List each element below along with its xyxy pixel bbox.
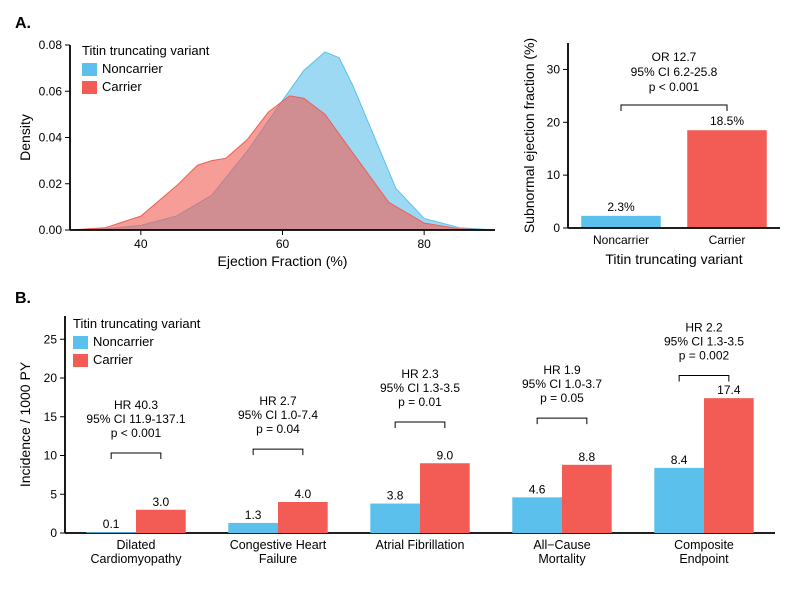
legend-swatch [73,336,88,349]
bar-noncarrier [86,532,136,533]
svg-text:20: 20 [44,371,58,385]
bar [581,216,661,228]
legend-swatch [73,354,88,367]
legend-label: Carrier [93,352,133,367]
stat-line: 95% CI 6.2-25.8 [631,65,718,79]
svg-text:15: 15 [44,410,58,424]
svg-text:80: 80 [417,237,431,251]
group-label: Failure [259,552,297,566]
stat-line: p < 0.001 [649,80,700,94]
panel-a-label: A. [15,15,785,33]
stat-line: p < 0.001 [111,426,162,440]
legend-label: Noncarrier [93,334,154,349]
stat-line: p = 0.01 [398,395,442,409]
legend-title-b: Titin truncating variant [73,316,201,331]
bar-carrier [420,463,470,533]
panel-b-label: B. [15,290,785,308]
legend-label: Noncarrier [102,61,163,76]
bar-category: Carrier [709,233,746,247]
density-xlabel: Ejection Fraction (%) [218,253,348,269]
panel-b-ylabel: Incidence / 1000 PY [17,361,33,487]
bar-value: 1.3 [245,508,262,522]
svg-text:20: 20 [547,115,561,129]
bar-carrier [136,510,186,533]
bar-value: 18.5% [710,114,744,128]
stat-line: OR 12.7 [652,50,697,64]
svg-text:0.04: 0.04 [39,131,63,145]
group-label: Dilated [117,538,156,552]
group-label: Endpoint [679,552,729,566]
legend-swatch [82,63,97,76]
bar-value: 3.8 [387,489,404,503]
bar-value: 2.3% [607,200,635,214]
bar-value: 8.4 [671,453,688,467]
stat-line: p = 0.002 [679,349,730,363]
svg-text:25: 25 [44,332,58,346]
stat-line: 95% CI 1.0-3.7 [522,377,602,391]
bar-noncarrier [512,497,562,533]
svg-text:0.06: 0.06 [39,84,63,98]
svg-text:0.08: 0.08 [39,38,63,52]
svg-text:10: 10 [547,168,561,182]
svg-text:0.00: 0.00 [39,223,63,237]
bar-noncarrier [228,523,278,533]
stat-line: HR 2.7 [259,394,297,408]
stat-line: 95% CI 11.9-137.1 [86,412,186,426]
group-label: Cardiomyopathy [90,552,182,566]
bar-noncarrier [370,504,420,533]
density-carrier [70,96,495,230]
panel-a: 40 60 80 0.00 0.02 0.04 0.06 0.08 Ejection Fract… [15,35,785,270]
group-label: Composite [674,538,734,552]
bar-category: Noncarrier [593,233,649,247]
bar-value: 4.6 [529,482,546,496]
density-chart: 40 60 80 0.00 0.02 0.04 0.06 0.08 Ejection Fract… [15,35,505,270]
density-ylabel: Density [17,114,33,161]
stat-line: 95% CI 1.0-7.4 [238,408,318,422]
stat-line: HR 40.3 [114,398,158,412]
bar-value: 9.0 [437,448,454,462]
svg-text:40: 40 [134,237,148,251]
legend-swatch [82,81,97,94]
svg-text:5: 5 [50,487,57,501]
stat-line: p = 0.04 [256,422,300,436]
panel-b-chart: 0 5 10 15 20 25 Incidence / 1000 PY Titin trunc… [15,310,785,575]
stat-line: HR 2.3 [401,367,439,381]
bars-a-chart: 2.3% Noncarrier 18.5% Carrier 0 10 20 30 Titin t… [520,35,785,270]
bar-carrier [704,398,754,533]
stat-line: HR 2.2 [685,321,723,335]
svg-text:0: 0 [553,221,560,235]
bars-a-xlabel: Titin truncating variant [605,251,742,267]
group-label: Mortality [538,552,586,566]
bar [687,130,767,228]
stat-line: p = 0.05 [540,391,584,405]
svg-text:10: 10 [44,449,58,463]
bar-noncarrier [654,468,704,533]
bar-carrier [562,465,612,533]
stat-line: 95% CI 1.3-3.5 [664,335,744,349]
group-label: All−Cause [533,538,590,552]
bar-value: 0.1 [103,517,120,531]
group-label: Congestive Heart [230,538,327,552]
bar-value: 17.4 [717,383,741,397]
legend-label: Carrier [102,79,142,94]
bar-value: 3.0 [153,495,170,509]
bars-a-ylabel: Subnormal ejection fraction (%) [521,38,537,233]
group-label: Atrial Fibrillation [376,538,465,552]
svg-text:0: 0 [50,526,57,540]
svg-text:60: 60 [276,237,290,251]
svg-text:0.02: 0.02 [39,177,63,191]
svg-text:30: 30 [547,62,561,76]
bar-value: 4.0 [295,487,312,501]
bar-value: 8.8 [579,450,596,464]
legend-title: Titin truncating variant [82,43,210,58]
stat-line: HR 1.9 [543,363,581,377]
stat-line: 95% CI 1.3-3.5 [380,381,460,395]
bar-carrier [278,502,328,533]
